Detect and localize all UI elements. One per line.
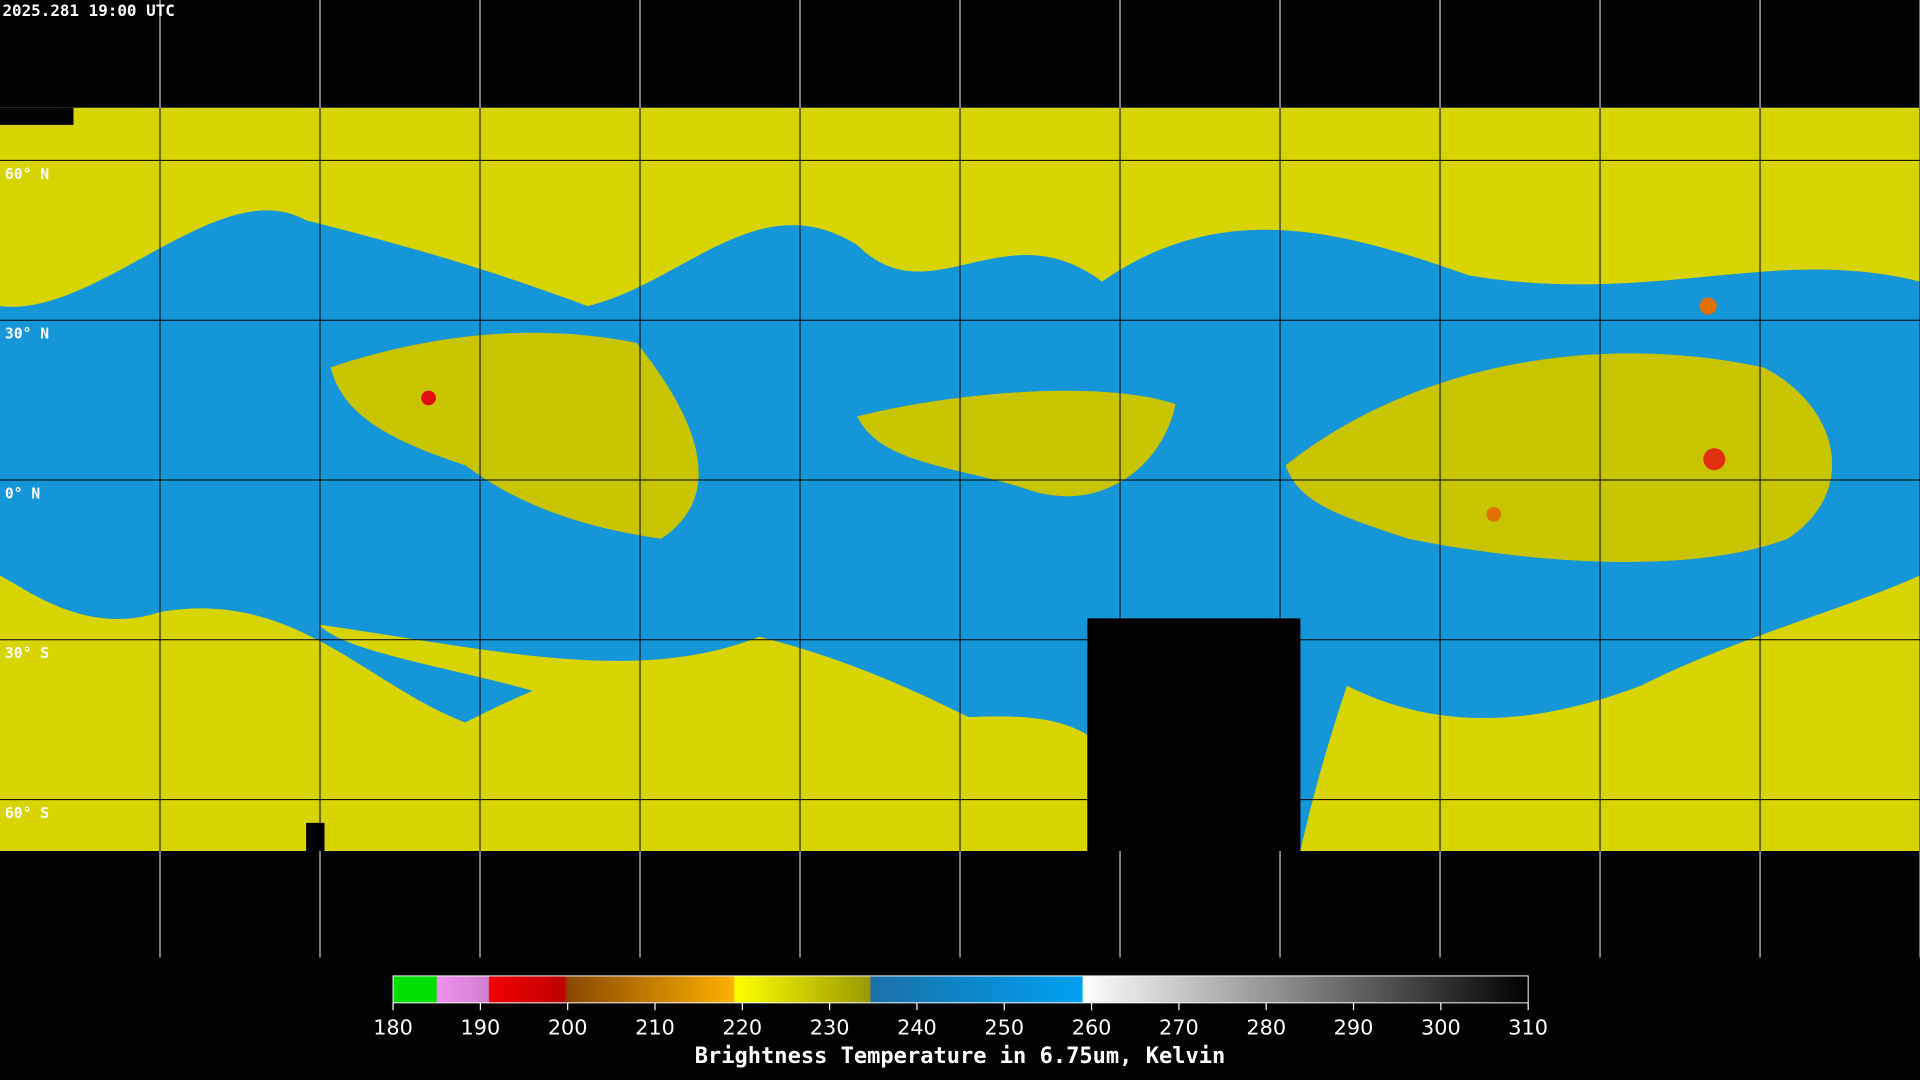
colorbar-tick-label: 260: [1072, 1016, 1112, 1040]
colorbar-tick-label: 210: [635, 1016, 675, 1040]
colorbar-tick-label: 230: [810, 1016, 850, 1040]
colorbar-tick-label: 250: [984, 1016, 1024, 1040]
tropical-convection: [857, 390, 1176, 497]
colorbar-tick-label: 200: [548, 1016, 588, 1040]
latitude-label: 60° N: [5, 166, 49, 183]
deep-convection: [1699, 297, 1717, 315]
latitude-label: 0° N: [5, 485, 40, 502]
tropical-convection: [1285, 353, 1833, 562]
no-data: [1087, 618, 1301, 852]
colorbar-tick-label: 180: [373, 1016, 413, 1040]
colorbar-tick-label: 270: [1159, 1016, 1199, 1040]
south-moist-band-east: [1300, 575, 1920, 852]
colorbar-tick-label: 290: [1334, 1016, 1374, 1040]
deep-convection: [1703, 448, 1726, 471]
latitude-label: 60° S: [5, 805, 49, 822]
south-moist-band: [0, 575, 1088, 852]
graticule: [0, 0, 1920, 958]
colorbar-tick-label: 240: [897, 1016, 937, 1040]
colorbar-tick-label: 280: [1246, 1016, 1286, 1040]
deep-convection: [421, 390, 436, 406]
latitude-label: 30° S: [5, 645, 49, 662]
colorbar-tick-label: 220: [722, 1016, 762, 1040]
timestamp: 2025.281 19:00 UTC: [2, 1, 174, 20]
frontal-band: [318, 624, 1005, 740]
colorbar: [392, 975, 1529, 1004]
colorbar-tick-label: 190: [461, 1016, 501, 1040]
latitude-label: 30° N: [5, 326, 49, 343]
deep-convection: [1486, 506, 1502, 522]
colorbar-tick-label: 300: [1421, 1016, 1461, 1040]
no-data: [0, 107, 74, 125]
tropical-convection: [330, 332, 699, 539]
colorbar-title: Brightness Temperature in 6.75um, Kelvin: [695, 1044, 1226, 1069]
colorbar-tick-label: 310: [1508, 1016, 1548, 1040]
no-data: [306, 822, 325, 852]
